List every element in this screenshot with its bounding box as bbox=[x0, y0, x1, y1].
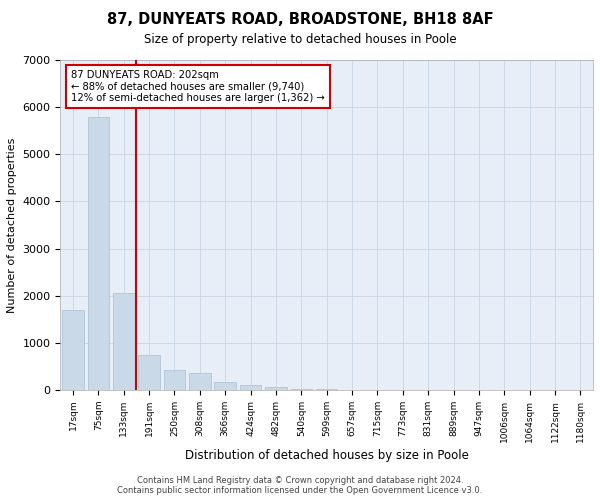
Bar bbox=[113, 294, 134, 390]
Bar bbox=[139, 354, 160, 390]
Text: 87, DUNYEATS ROAD, BROADSTONE, BH18 8AF: 87, DUNYEATS ROAD, BROADSTONE, BH18 8AF bbox=[107, 12, 493, 28]
Bar bbox=[189, 372, 211, 390]
X-axis label: Distribution of detached houses by size in Poole: Distribution of detached houses by size … bbox=[185, 449, 469, 462]
Bar bbox=[62, 310, 84, 390]
Text: Contains HM Land Registry data © Crown copyright and database right 2024.
Contai: Contains HM Land Registry data © Crown c… bbox=[118, 476, 482, 495]
Text: Size of property relative to detached houses in Poole: Size of property relative to detached ho… bbox=[143, 32, 457, 46]
Y-axis label: Number of detached properties: Number of detached properties bbox=[7, 138, 17, 312]
Bar bbox=[265, 387, 287, 390]
Bar bbox=[290, 388, 312, 390]
Bar bbox=[240, 386, 262, 390]
Bar bbox=[164, 370, 185, 390]
Text: 87 DUNYEATS ROAD: 202sqm
← 88% of detached houses are smaller (9,740)
12% of sem: 87 DUNYEATS ROAD: 202sqm ← 88% of detach… bbox=[71, 70, 325, 103]
Bar bbox=[214, 382, 236, 390]
Bar bbox=[88, 116, 109, 390]
